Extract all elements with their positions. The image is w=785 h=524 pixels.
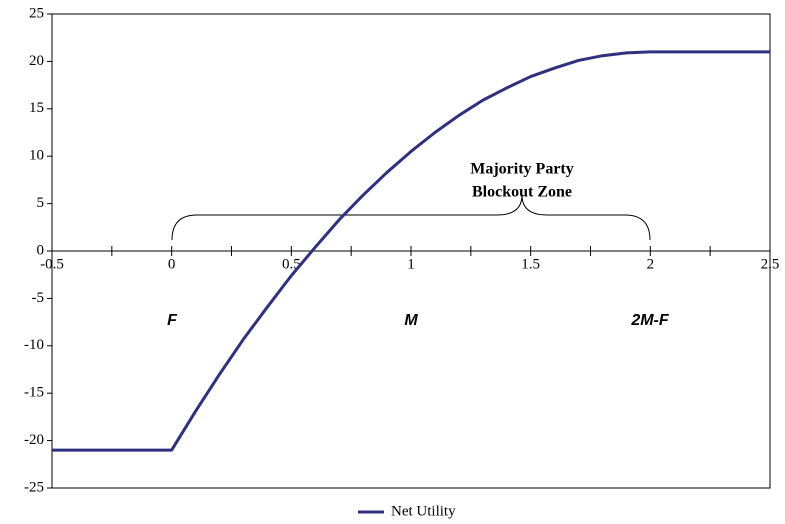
x-tick-label: 1 — [407, 256, 415, 272]
legend-label: Net Utility — [391, 503, 456, 519]
y-tick-label: 20 — [29, 53, 44, 69]
y-tick-label: 15 — [29, 100, 44, 116]
y-tick-label: 0 — [37, 242, 45, 258]
point-label: M — [404, 312, 418, 329]
y-tick-label: -10 — [24, 337, 44, 353]
y-tick-label: -20 — [24, 432, 44, 448]
x-tick-label: -0.5 — [40, 256, 64, 272]
point-label: 2M-F — [630, 312, 670, 329]
x-tick-label: 2 — [647, 256, 655, 272]
y-tick-label: 25 — [29, 5, 44, 21]
x-tick-label: 2.5 — [761, 256, 780, 272]
data-line — [52, 50, 770, 452]
annotation: Blockout Zone — [472, 184, 572, 201]
y-tick-label: 5 — [37, 195, 45, 211]
annotation: Majority Party — [470, 161, 574, 178]
x-tick-label: 1.5 — [521, 256, 540, 272]
y-tick-label: -25 — [24, 479, 44, 495]
brace — [171, 194, 651, 241]
point-label: F — [167, 312, 178, 329]
y-tick-label: 10 — [29, 148, 44, 164]
x-tick-label: 0 — [168, 256, 176, 272]
y-tick-label: -15 — [24, 385, 44, 401]
y-tick-label: -5 — [32, 290, 45, 306]
